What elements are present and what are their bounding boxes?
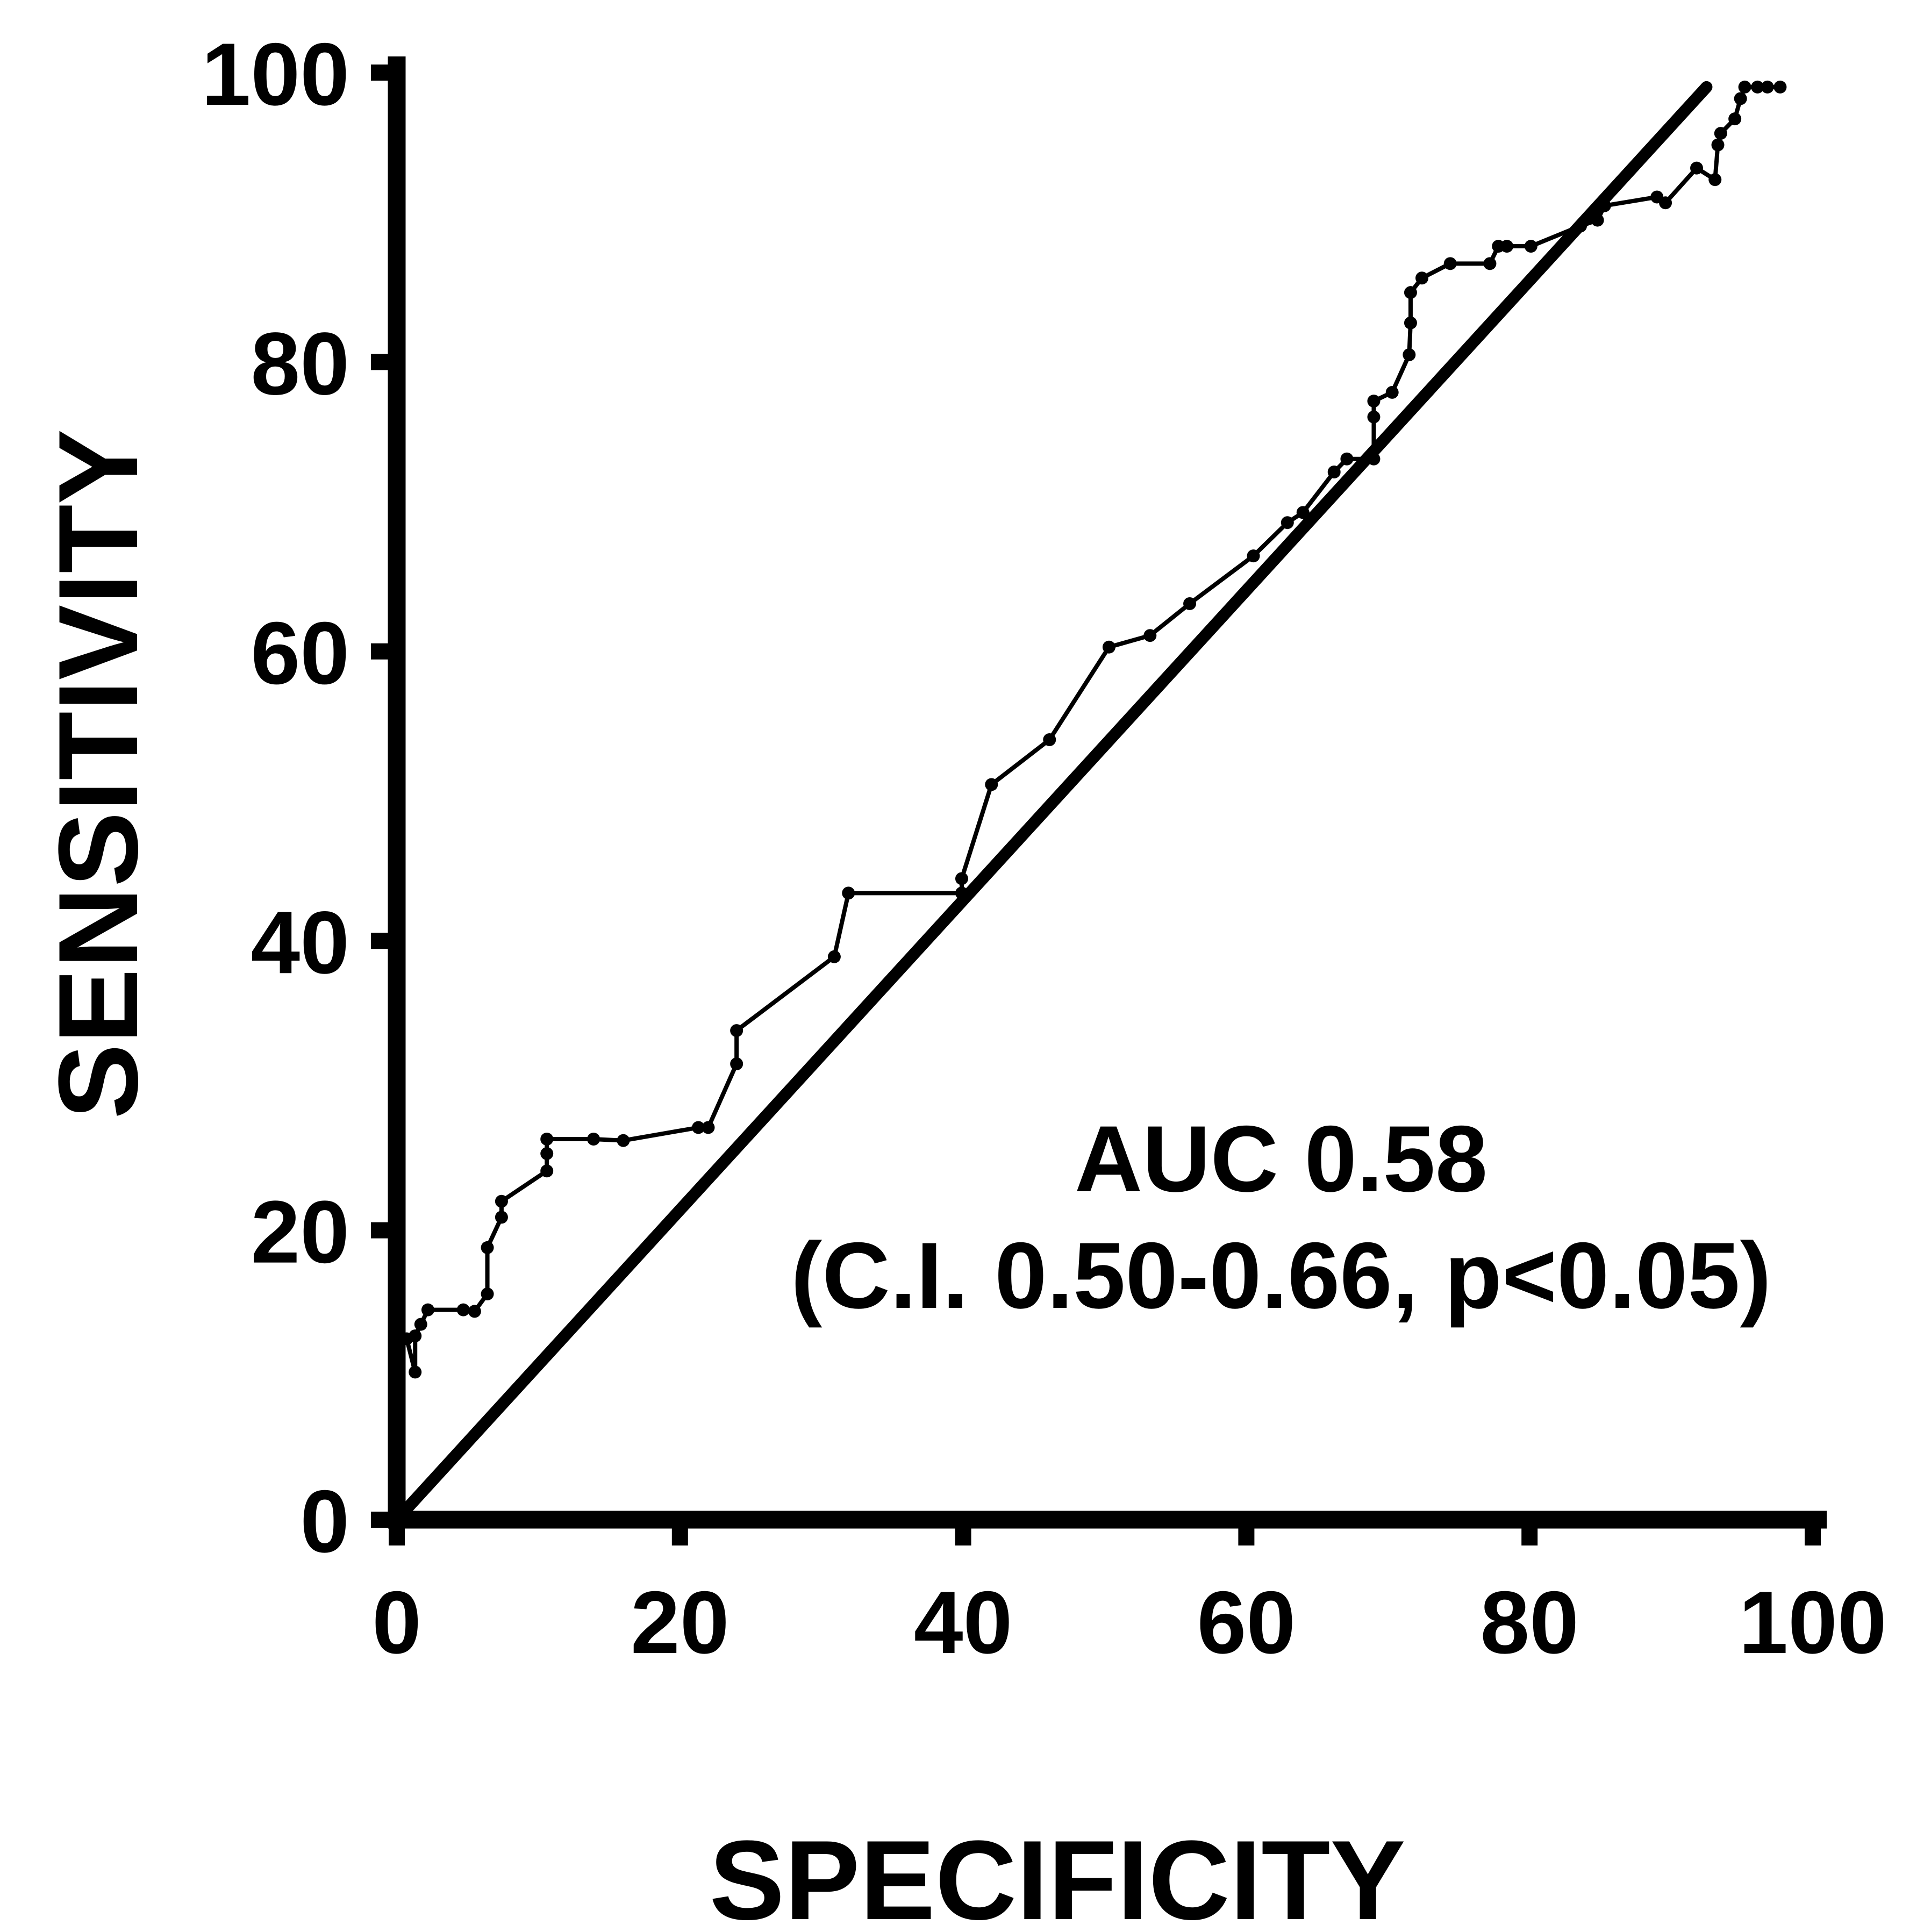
x-tick-label: 80 [1480, 1573, 1579, 1672]
roc-point [1367, 395, 1381, 408]
roc-point [1327, 465, 1341, 478]
roc-point [468, 1305, 481, 1318]
roc-point [1340, 452, 1354, 466]
roc-point [495, 1194, 508, 1208]
roc-point [1385, 385, 1399, 399]
roc-point [1659, 196, 1672, 210]
ci-annotation: (C.I. 0.50-0.66, p<0.05) [791, 1223, 1771, 1328]
roc-point [842, 886, 855, 900]
y-tick-label: 80 [251, 314, 349, 413]
x-tick-label: 20 [631, 1573, 730, 1672]
roc-point [540, 1147, 554, 1160]
y-axis-ticks: 0 20 40 60 80 100 [202, 25, 397, 1571]
x-tick-label: 0 [372, 1573, 421, 1672]
roc-point [1761, 80, 1774, 94]
roc-point [409, 1365, 422, 1379]
roc-point [1751, 80, 1764, 94]
roc-point [1247, 549, 1260, 563]
roc-point [587, 1133, 600, 1146]
roc-point [1598, 199, 1611, 212]
roc-point [1367, 410, 1381, 424]
roc-point [456, 1303, 470, 1316]
roc-point [540, 1164, 554, 1178]
x-tick-label: 40 [914, 1573, 1013, 1672]
roc-point [481, 1241, 494, 1254]
reference-line [391, 81, 1713, 1526]
roc-point [1404, 316, 1417, 330]
roc-point [421, 1303, 434, 1316]
roc-point [985, 778, 998, 791]
y-tick-label: 20 [251, 1183, 349, 1282]
roc-point [1404, 286, 1417, 299]
roc-point [1403, 348, 1416, 361]
axes: 0 20 40 60 80 100 0 20 40 60 80 100 [202, 25, 1887, 1672]
roc-point [1734, 92, 1747, 105]
roc-point [702, 1121, 715, 1134]
roc-point [1738, 80, 1751, 94]
y-tick-label: 60 [251, 604, 349, 703]
roc-point [1711, 138, 1725, 152]
x-tick-label: 60 [1197, 1573, 1296, 1672]
y-tick-label: 40 [251, 893, 349, 992]
roc-point [540, 1133, 554, 1146]
roc-point [1574, 219, 1587, 233]
roc-point [1708, 173, 1722, 187]
roc-point [1773, 80, 1787, 94]
y-tick-label: 100 [202, 25, 349, 124]
roc-point [1102, 640, 1115, 654]
roc-point [1183, 597, 1197, 610]
roc-point [827, 950, 841, 963]
roc-point [692, 1121, 705, 1134]
roc-point [1483, 257, 1497, 270]
y-axis-title: SENSITIVITY [35, 429, 161, 1119]
x-tick-label: 100 [1739, 1573, 1886, 1672]
roc-point [1296, 506, 1310, 519]
roc-point [730, 1057, 743, 1071]
roc-point [1500, 240, 1514, 253]
roc-point [1690, 161, 1704, 175]
roc-point [1524, 240, 1537, 253]
roc-point [481, 1287, 494, 1301]
roc-series [400, 80, 1787, 1379]
roc-point [1143, 629, 1157, 642]
roc-point [1443, 257, 1457, 270]
roc-point [1367, 452, 1381, 466]
roc-point [1591, 213, 1604, 227]
x-axis-ticks: 0 20 40 60 80 100 [372, 1520, 1887, 1672]
roc-point [955, 886, 968, 900]
roc-point [730, 1024, 743, 1037]
roc-point [955, 872, 968, 885]
roc-point [414, 1318, 427, 1331]
roc-point [409, 1329, 422, 1343]
roc-point [1281, 516, 1294, 529]
roc-point [495, 1211, 508, 1224]
roc-point [1043, 733, 1056, 747]
roc-point [617, 1134, 630, 1147]
roc-point [1415, 271, 1429, 285]
roc-point [1728, 112, 1742, 126]
roc-point [1714, 127, 1727, 140]
auc-annotation: AUC 0.58 [1075, 1107, 1487, 1212]
x-axis-title: SPECIFICITY [709, 1817, 1405, 1932]
y-tick-label: 0 [300, 1472, 349, 1571]
